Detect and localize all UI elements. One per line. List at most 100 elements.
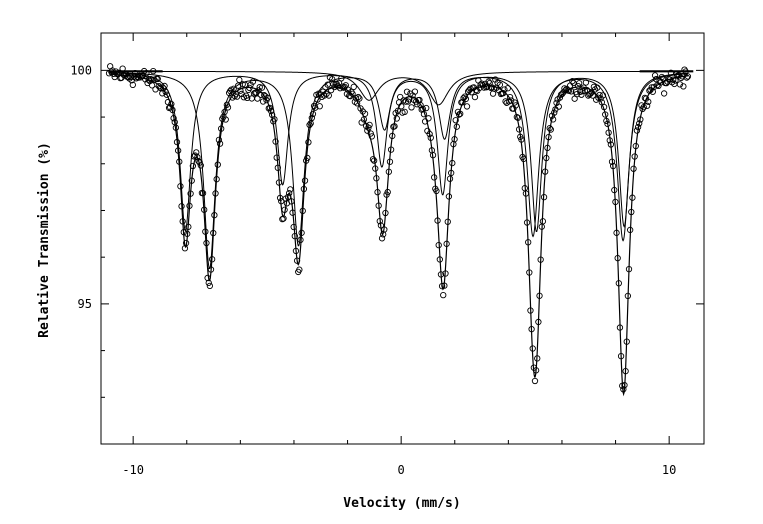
data-point <box>485 78 492 85</box>
data-point <box>339 83 346 90</box>
data-point <box>230 85 237 92</box>
data-point <box>281 206 288 213</box>
data-point <box>292 247 300 255</box>
data-point <box>304 154 311 162</box>
data-point <box>169 106 176 114</box>
data-point <box>496 81 504 88</box>
data-point <box>546 125 553 132</box>
data-point <box>602 111 609 118</box>
data-point <box>420 111 428 118</box>
data-point <box>634 123 642 131</box>
data-point <box>197 162 204 169</box>
data-point <box>222 116 229 123</box>
data-point <box>272 138 279 145</box>
data-point <box>290 223 297 231</box>
data-point <box>274 164 281 171</box>
data-point <box>136 72 143 79</box>
data-point <box>211 212 218 219</box>
data-point <box>603 117 610 125</box>
data-point <box>215 136 223 144</box>
data-point <box>527 307 534 314</box>
data-point <box>205 279 212 286</box>
data-point <box>355 93 362 101</box>
data-point <box>640 104 647 111</box>
data-point <box>462 95 470 103</box>
data-point <box>214 161 221 168</box>
data-point <box>207 266 215 273</box>
data-point <box>196 159 203 166</box>
data-point <box>391 123 398 130</box>
data-point <box>658 73 666 81</box>
data-point <box>187 190 194 197</box>
data-point <box>645 98 652 105</box>
data-point <box>606 137 613 144</box>
data-point <box>433 187 440 195</box>
data-point <box>239 81 246 88</box>
data-point <box>189 162 197 170</box>
data-point <box>267 107 275 115</box>
data-point <box>426 130 433 138</box>
data-point <box>511 99 518 106</box>
data-point <box>376 217 383 225</box>
data-point <box>249 78 257 85</box>
data-point <box>361 110 369 117</box>
x-tick-label: 0 <box>398 463 405 477</box>
data-point <box>536 292 543 299</box>
data-point <box>397 93 404 101</box>
data-point <box>143 69 150 77</box>
data-point <box>531 377 539 385</box>
data-point <box>451 136 458 143</box>
data-point <box>545 133 552 141</box>
data-point <box>119 65 126 72</box>
data-point <box>162 88 169 96</box>
data-point <box>434 217 441 224</box>
data-point <box>500 89 507 97</box>
data-point <box>515 126 523 133</box>
data-point <box>368 133 376 140</box>
data-point <box>367 130 374 137</box>
y-axis-title: Relative Transmission (%) <box>37 142 52 338</box>
data-point <box>216 140 224 147</box>
data-point <box>625 265 633 273</box>
data-point <box>617 352 625 360</box>
data-point <box>309 110 317 118</box>
data-point <box>327 86 335 94</box>
data-point <box>650 83 658 91</box>
data-point <box>193 149 200 156</box>
data-point <box>375 202 382 209</box>
data-point <box>178 203 185 210</box>
data-point <box>257 91 264 98</box>
data-point <box>369 156 377 163</box>
data-point <box>641 94 649 101</box>
data-point <box>600 103 608 111</box>
data-point <box>296 266 303 273</box>
data-point <box>384 188 391 196</box>
data-point <box>683 74 690 81</box>
data-point <box>350 83 357 91</box>
data-point <box>325 92 332 99</box>
data-point <box>150 67 157 75</box>
data-point <box>370 157 378 164</box>
data-point <box>378 235 386 242</box>
data-point <box>436 256 443 263</box>
data-point <box>164 98 172 106</box>
data-point <box>236 76 243 84</box>
data-point <box>161 82 168 90</box>
data-point <box>203 239 210 247</box>
data-point <box>224 104 232 111</box>
data-point <box>372 165 379 172</box>
data-point <box>218 125 225 132</box>
data-point <box>406 96 413 103</box>
data-point <box>648 84 655 91</box>
data-point <box>387 146 395 153</box>
data-point <box>393 115 400 122</box>
data-point <box>544 144 551 152</box>
data-point <box>438 282 446 290</box>
data-point <box>472 86 480 94</box>
data-point <box>374 189 381 196</box>
data-point <box>382 209 389 217</box>
data-point <box>452 117 459 124</box>
data-point <box>314 96 321 103</box>
data-point <box>614 254 621 262</box>
data-point <box>672 77 679 84</box>
